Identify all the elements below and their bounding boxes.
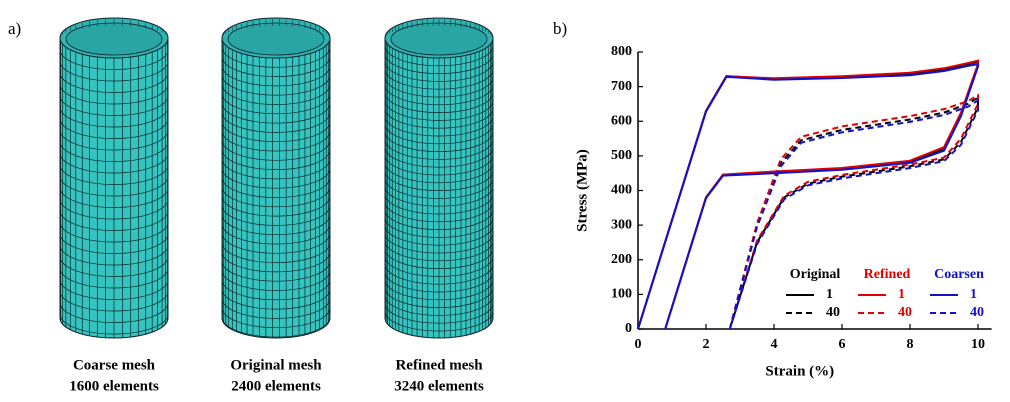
series-line: [638, 64, 978, 329]
x-tick-label: 0: [635, 337, 642, 352]
y-tick-label: 0: [625, 321, 632, 336]
x-tick-label: 10: [971, 337, 985, 352]
mesh-name: Refined mesh: [395, 357, 483, 373]
legend-group: Refined: [864, 267, 911, 282]
mesh-cylinder: [385, 18, 493, 338]
x-axis-label: Strain (%): [765, 363, 834, 379]
legend-label: 1: [970, 287, 977, 302]
x-tick-label: 8: [907, 337, 914, 352]
mesh-cylinder: [222, 18, 330, 338]
cylinder-inner: [391, 23, 487, 55]
y-axis-label: Stress (MPa): [574, 149, 590, 232]
legend-group: Original: [790, 267, 841, 282]
legend-label: 40: [826, 305, 840, 320]
figure: a) b) Coarse mesh 1600 elements Original m…: [0, 0, 1010, 402]
mesh-panel: Coarse mesh 1600 elements Original mesh 240…: [60, 18, 493, 394]
series-line: [638, 61, 978, 329]
x-tick-label: 4: [771, 337, 778, 352]
panel-label: a): [8, 19, 21, 38]
y-tick-label: 300: [611, 217, 632, 232]
x-tick-label: 2: [703, 337, 710, 352]
x-tick-label: 6: [839, 337, 846, 352]
mesh-cylinder: [60, 18, 168, 338]
cylinder-inner: [66, 23, 162, 55]
y-tick-label: 400: [611, 183, 632, 198]
mesh-elements: 1600 elements: [69, 378, 159, 394]
y-tick-label: 600: [611, 113, 632, 128]
legend-label: 1: [898, 287, 905, 302]
y-tick-label: 500: [611, 148, 632, 163]
legend-label: 40: [898, 305, 912, 320]
mesh-name: Original mesh: [230, 357, 322, 373]
cylinder-inner: [228, 23, 324, 55]
y-tick-label: 200: [611, 252, 632, 267]
mesh-elements: 2400 elements: [231, 378, 321, 394]
series-line: [638, 62, 978, 329]
series-line: [730, 95, 978, 329]
y-tick-label: 100: [611, 287, 632, 302]
legend-group: Coarsen: [934, 267, 984, 282]
mesh-name: Coarse mesh: [73, 357, 156, 373]
legend-label: 1: [826, 287, 833, 302]
panel-label: b): [553, 19, 567, 38]
y-tick-label: 800: [611, 44, 632, 59]
legend-label: 40: [970, 305, 984, 320]
mesh-elements: 3240 elements: [394, 378, 484, 394]
y-tick-label: 700: [611, 79, 632, 94]
